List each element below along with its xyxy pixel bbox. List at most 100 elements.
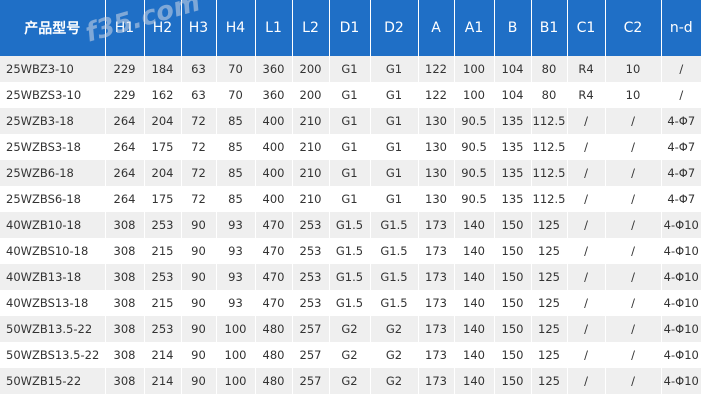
value-cell: 173 xyxy=(418,368,455,394)
header-cell-n-d: n-d xyxy=(661,0,701,56)
value-cell: 70 xyxy=(216,82,256,108)
value-cell: 112.5 xyxy=(531,160,568,186)
value-cell: 80 xyxy=(531,82,568,108)
value-cell: / xyxy=(605,264,662,290)
value-cell: 72 xyxy=(181,108,217,134)
value-cell: 72 xyxy=(181,160,217,186)
value-cell: 125 xyxy=(531,212,568,238)
value-cell: 253 xyxy=(144,264,182,290)
value-cell: G1.5 xyxy=(370,238,419,264)
value-cell: / xyxy=(567,264,606,290)
value-cell: 173 xyxy=(418,238,455,264)
value-cell: 85 xyxy=(216,186,256,212)
table-row: 40WZB10-18 308 253 90 93 470 253 G1.5 G1.5 173 140… xyxy=(0,212,701,238)
value-cell: / xyxy=(567,342,606,368)
value-cell: 214 xyxy=(144,342,182,368)
value-cell: 210 xyxy=(292,186,330,212)
value-cell: G1 xyxy=(329,108,371,134)
value-cell: 135 xyxy=(494,108,532,134)
table-row: 25WBZ3-10 229 184 63 70 360 200 G1 G1 122 100 104 80… xyxy=(0,56,701,82)
value-cell: 140 xyxy=(454,316,495,342)
value-cell: 4-Φ10 xyxy=(661,238,701,264)
value-cell: G2 xyxy=(370,342,419,368)
value-cell: 214 xyxy=(144,368,182,394)
model-cell: 50WZBS13.5-22 xyxy=(0,342,106,368)
value-cell: / xyxy=(567,212,606,238)
value-cell: G1 xyxy=(329,160,371,186)
value-cell: / xyxy=(661,82,701,108)
value-cell: 130 xyxy=(418,186,455,212)
table-header-row: 产品型号 H1 H2 H3 H4 L1 L2 D1 D2 A A1 B B1 C1 C2 n-d xyxy=(0,0,701,56)
table-row: 25WZBS3-18 264 175 72 85 400 210 G1 G1 130 90.5 135… xyxy=(0,134,701,160)
header-cell-l1: L1 xyxy=(255,0,293,56)
header-cell-h3: H3 xyxy=(181,0,217,56)
value-cell: / xyxy=(605,290,662,316)
value-cell: G1 xyxy=(329,134,371,160)
value-cell: 253 xyxy=(292,264,330,290)
table-row: 40WZBS10-18 308 215 90 93 470 253 G1.5 G1.5 173 14… xyxy=(0,238,701,264)
value-cell: 100 xyxy=(454,82,495,108)
value-cell: / xyxy=(567,316,606,342)
value-cell: 150 xyxy=(494,212,532,238)
value-cell: / xyxy=(605,186,662,212)
value-cell: 135 xyxy=(494,186,532,212)
value-cell: / xyxy=(605,212,662,238)
table-row: 25WBZS3-10 229 162 63 70 360 200 G1 G1 122 100 104 8… xyxy=(0,82,701,108)
value-cell: 90 xyxy=(181,290,217,316)
value-cell: 125 xyxy=(531,368,568,394)
value-cell: 90.5 xyxy=(454,108,495,134)
value-cell: 4-Φ10 xyxy=(661,212,701,238)
value-cell: 90 xyxy=(181,238,217,264)
value-cell: 93 xyxy=(216,290,256,316)
value-cell: / xyxy=(567,238,606,264)
value-cell: 135 xyxy=(494,160,532,186)
value-cell: 72 xyxy=(181,186,217,212)
value-cell: 125 xyxy=(531,316,568,342)
value-cell: G1.5 xyxy=(329,238,371,264)
value-cell: 4-Φ10 xyxy=(661,368,701,394)
value-cell: G2 xyxy=(329,316,371,342)
header-cell-a1: A1 xyxy=(454,0,495,56)
value-cell: 173 xyxy=(418,316,455,342)
value-cell: 135 xyxy=(494,134,532,160)
value-cell: 140 xyxy=(454,368,495,394)
value-cell: 140 xyxy=(454,212,495,238)
value-cell: 308 xyxy=(105,368,145,394)
value-cell: 264 xyxy=(105,186,145,212)
value-cell: 90 xyxy=(181,368,217,394)
value-cell: G2 xyxy=(370,316,419,342)
value-cell: G1 xyxy=(370,56,419,82)
model-cell: 40WZB10-18 xyxy=(0,212,106,238)
value-cell: 470 xyxy=(255,212,293,238)
value-cell: 308 xyxy=(105,342,145,368)
header-cell-a: A xyxy=(418,0,455,56)
value-cell: 90.5 xyxy=(454,186,495,212)
table-row: 50WZB13.5-22 308 253 90 100 480 257 G2 G2 173 140 1… xyxy=(0,316,701,342)
value-cell: / xyxy=(605,108,662,134)
model-cell: 40WZBS13-18 xyxy=(0,290,106,316)
value-cell: G1 xyxy=(370,160,419,186)
value-cell: 4-Φ10 xyxy=(661,264,701,290)
value-cell: / xyxy=(605,160,662,186)
value-cell: 90 xyxy=(181,212,217,238)
value-cell: 140 xyxy=(454,342,495,368)
value-cell: 150 xyxy=(494,368,532,394)
value-cell: 173 xyxy=(418,342,455,368)
value-cell: G1 xyxy=(370,108,419,134)
header-cell-b1: B1 xyxy=(531,0,568,56)
value-cell: G1.5 xyxy=(329,290,371,316)
value-cell: G1 xyxy=(329,82,371,108)
value-cell: 308 xyxy=(105,238,145,264)
value-cell: 130 xyxy=(418,108,455,134)
value-cell: 85 xyxy=(216,108,256,134)
value-cell: / xyxy=(567,368,606,394)
value-cell: 308 xyxy=(105,290,145,316)
value-cell: / xyxy=(605,238,662,264)
value-cell: R4 xyxy=(567,82,606,108)
value-cell: / xyxy=(567,290,606,316)
value-cell: R4 xyxy=(567,56,606,82)
value-cell: 125 xyxy=(531,342,568,368)
value-cell: 4-Φ7 xyxy=(661,186,701,212)
value-cell: 264 xyxy=(105,108,145,134)
value-cell: 253 xyxy=(292,212,330,238)
